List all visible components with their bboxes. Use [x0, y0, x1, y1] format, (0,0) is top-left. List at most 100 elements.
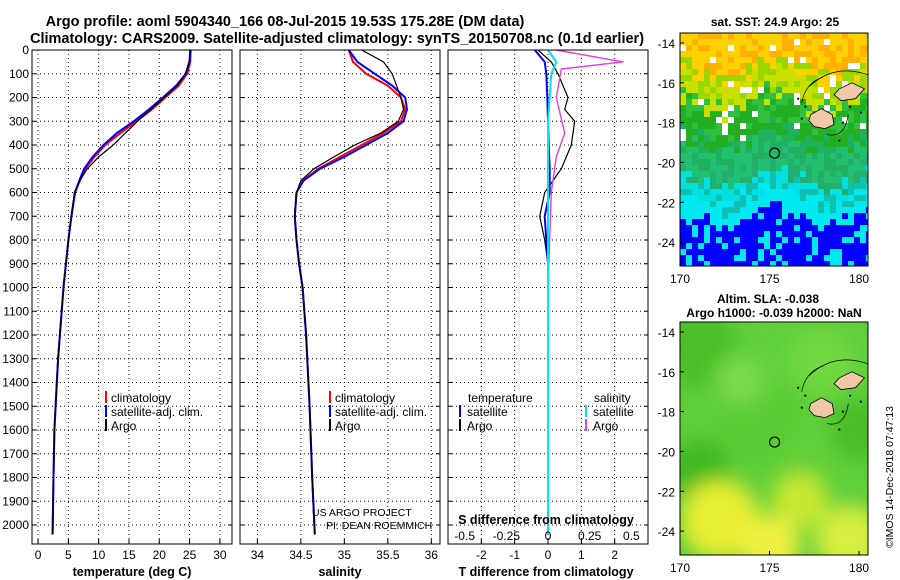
sst-cell — [764, 231, 771, 238]
sst-cell — [722, 135, 729, 142]
sst-cell — [866, 111, 868, 118]
sst-cell — [776, 111, 783, 118]
sst-cell — [704, 141, 711, 148]
sst-cell — [758, 63, 765, 70]
sst-cell — [704, 75, 711, 82]
sst-cell — [764, 195, 771, 202]
sst-cell — [830, 207, 837, 214]
sst-cell — [782, 105, 789, 112]
sst-cell — [788, 129, 795, 136]
sst-cell — [698, 165, 705, 172]
s-difference-xlabel: S difference from climatology — [458, 513, 634, 527]
sst-cell — [818, 141, 825, 148]
sst-cell — [710, 111, 717, 118]
sst-cell — [800, 141, 807, 148]
sst-cell — [800, 57, 807, 64]
sst-cell — [770, 159, 777, 166]
sst-cell — [866, 255, 868, 262]
sst-cell — [800, 255, 807, 262]
sst-cell — [716, 33, 723, 40]
sst-cell — [818, 159, 825, 166]
sst-cell — [860, 39, 867, 46]
sst-cell — [680, 111, 687, 118]
sst-cell — [710, 87, 717, 94]
sst-cell — [794, 105, 801, 112]
sst-cell — [866, 33, 868, 40]
sst-cell — [740, 195, 747, 202]
reef-line — [826, 114, 849, 136]
sst-cell — [848, 63, 855, 70]
islet-dot — [838, 139, 841, 142]
sst-cell — [788, 57, 795, 64]
sst-cell — [842, 81, 849, 88]
sst-cell — [704, 123, 711, 130]
sst-cell — [680, 219, 687, 226]
sst-cell — [692, 75, 699, 82]
x-tick-label: 34 — [251, 548, 265, 562]
sst-cell — [722, 147, 729, 154]
sst-cell — [866, 225, 868, 232]
sst-cell — [806, 75, 813, 82]
sst-cell — [800, 69, 807, 76]
sst-cell — [764, 207, 771, 214]
sst-cell — [782, 141, 789, 148]
sst-cell — [764, 87, 771, 94]
sst-cell — [704, 105, 711, 112]
sst-cell — [734, 87, 741, 94]
sst-cell — [770, 51, 777, 58]
sst-cell — [848, 69, 855, 76]
sst-cell — [728, 39, 735, 46]
sst-cell — [770, 177, 777, 184]
temperature-frame — [31, 49, 233, 545]
sst-cell — [860, 183, 867, 190]
sst-cell — [806, 237, 813, 244]
sst-cell — [866, 39, 868, 46]
sst-cell — [848, 237, 855, 244]
sst-cell — [866, 117, 868, 124]
sst-cell — [758, 237, 765, 244]
sst-cell — [866, 159, 868, 166]
sst-cell — [728, 189, 735, 196]
sst-cell — [710, 57, 717, 64]
sla-map-title: Altim. SLA: -0.038 — [717, 292, 819, 306]
sst-cell — [818, 261, 825, 266]
sst-cell — [788, 135, 795, 142]
sst-cell — [764, 45, 771, 52]
sst-cell — [788, 33, 795, 40]
sst-cell — [698, 129, 705, 136]
sst-cell — [848, 207, 855, 214]
sst-cell — [704, 159, 711, 166]
sst-cell — [812, 81, 819, 88]
sst-cell — [830, 135, 837, 142]
sst-cell — [746, 195, 753, 202]
sst-cell — [866, 231, 868, 238]
sst-cell — [740, 207, 747, 214]
sst-cell — [686, 177, 693, 184]
sst-cell — [776, 225, 783, 232]
salinity-legend: climatology satellite-adj. clim. Argo — [329, 391, 427, 433]
sst-cell — [848, 141, 855, 148]
sst-cell — [770, 93, 777, 100]
sst-cell — [740, 123, 747, 130]
sst-cell — [752, 243, 759, 250]
sst-cell — [830, 93, 837, 100]
legend-label: satellite — [593, 405, 634, 419]
sst-cell — [722, 201, 729, 208]
lon-tick-label: 180 — [849, 272, 869, 286]
sst-cell — [860, 195, 867, 202]
islet-dot — [838, 428, 841, 431]
sst-cell — [794, 237, 801, 244]
sst-cell — [842, 243, 849, 250]
sst-cell — [758, 87, 765, 94]
sst-cell — [722, 243, 729, 250]
sst-cell — [686, 129, 693, 136]
sst-cell — [812, 141, 819, 148]
sst-cell — [824, 243, 831, 250]
sst-cell — [794, 75, 801, 82]
sst-cell — [782, 159, 789, 166]
sst-cell — [698, 45, 705, 52]
sst-cell — [734, 51, 741, 58]
lat-tick-label: -22 — [658, 485, 676, 499]
sst-cell — [800, 123, 807, 130]
